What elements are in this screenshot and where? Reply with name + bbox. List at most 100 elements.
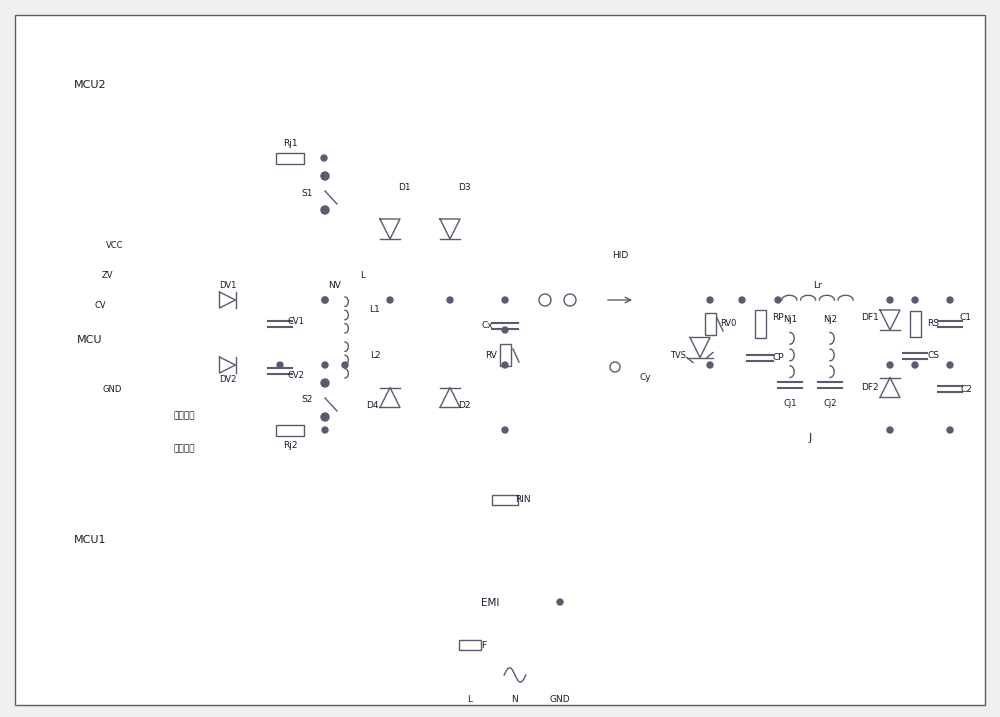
Text: CP: CP [772, 353, 784, 363]
Bar [770, 413, 850, 463]
Text: S2: S2 [302, 396, 313, 404]
Bar [459, 640, 481, 650]
Text: Cx: Cx [481, 320, 493, 330]
Text: Cj1: Cj1 [783, 399, 797, 407]
Text: CS: CS [927, 351, 939, 361]
Text: CV: CV [94, 300, 106, 310]
Circle shape [277, 362, 283, 368]
Circle shape [707, 297, 713, 303]
Text: ZV: ZV [101, 270, 113, 280]
Circle shape [322, 427, 328, 433]
Text: DF2: DF2 [861, 382, 879, 391]
Text: L: L [468, 695, 473, 705]
Circle shape [564, 294, 576, 306]
Text: Lr: Lr [813, 282, 821, 290]
Text: DV1: DV1 [219, 282, 237, 290]
Circle shape [321, 413, 329, 421]
Text: MCU1: MCU1 [74, 535, 106, 545]
Bar [40, 220, 140, 460]
Circle shape [321, 155, 327, 161]
Bar [148, 435, 220, 463]
Text: 智能保护: 智能保护 [173, 445, 195, 453]
Text: N: N [512, 695, 518, 705]
Bar [910, 311, 920, 337]
Circle shape [502, 427, 508, 433]
Text: L1: L1 [370, 305, 380, 315]
Text: F: F [481, 640, 487, 650]
Text: Cy: Cy [639, 373, 651, 381]
Bar [500, 344, 511, 366]
Text: GND: GND [102, 386, 122, 394]
Text: DF1: DF1 [861, 313, 879, 323]
Text: NV: NV [329, 282, 341, 290]
Circle shape [590, 270, 650, 330]
Bar [276, 424, 304, 435]
Circle shape [947, 362, 953, 368]
Text: VCC: VCC [106, 240, 124, 250]
Circle shape [502, 297, 508, 303]
Text: GND: GND [550, 695, 570, 705]
Text: RIN: RIN [515, 495, 531, 505]
Bar [148, 402, 220, 430]
Text: J: J [808, 433, 812, 443]
Text: D4: D4 [366, 401, 378, 409]
Circle shape [322, 297, 328, 303]
Bar [450, 580, 530, 625]
Text: RS: RS [927, 320, 939, 328]
Text: Nj1: Nj1 [783, 315, 797, 325]
Circle shape [321, 379, 329, 387]
Bar [276, 153, 304, 163]
Circle shape [707, 362, 713, 368]
Text: CV2: CV2 [288, 371, 304, 379]
Circle shape [775, 297, 781, 303]
Text: L: L [360, 270, 366, 280]
Circle shape [539, 294, 551, 306]
Circle shape [887, 297, 893, 303]
Bar [704, 313, 716, 335]
Circle shape [887, 427, 893, 433]
Circle shape [912, 297, 918, 303]
Text: MCU: MCU [77, 335, 103, 345]
Text: TVS: TVS [670, 351, 686, 359]
Circle shape [502, 362, 508, 368]
Text: CV1: CV1 [288, 318, 304, 326]
Text: 智能调光: 智能调光 [173, 412, 195, 420]
Circle shape [947, 427, 953, 433]
Text: HID: HID [612, 250, 628, 260]
Circle shape [321, 206, 329, 214]
Circle shape [739, 297, 745, 303]
Bar [755, 310, 766, 338]
Bar [40, 490, 140, 590]
Circle shape [322, 362, 328, 368]
Text: MCU2: MCU2 [74, 80, 106, 90]
Circle shape [321, 172, 329, 180]
Circle shape [887, 362, 893, 368]
Circle shape [502, 327, 508, 333]
Text: RV0: RV0 [720, 320, 736, 328]
Text: Cj2: Cj2 [823, 399, 837, 407]
Text: D3: D3 [458, 184, 470, 192]
Text: Rj2: Rj2 [283, 440, 297, 450]
Text: C1: C1 [960, 313, 972, 323]
Circle shape [497, 657, 533, 693]
Circle shape [610, 362, 620, 372]
Circle shape [387, 297, 393, 303]
Text: EMI: EMI [481, 597, 499, 607]
Text: Nj2: Nj2 [823, 315, 837, 325]
Bar [492, 495, 518, 505]
Text: S1: S1 [302, 189, 313, 197]
Text: D1: D1 [398, 184, 410, 192]
Text: Rj1: Rj1 [283, 140, 297, 148]
Text: C2: C2 [960, 384, 972, 394]
Text: DV2: DV2 [219, 374, 237, 384]
Text: RP: RP [772, 313, 784, 323]
Text: L2: L2 [370, 351, 380, 359]
Circle shape [342, 362, 348, 368]
Circle shape [947, 297, 953, 303]
Text: RV: RV [485, 351, 497, 359]
Circle shape [912, 362, 918, 368]
Circle shape [557, 599, 563, 605]
Circle shape [322, 297, 328, 303]
Text: D2: D2 [458, 401, 470, 409]
Circle shape [447, 297, 453, 303]
